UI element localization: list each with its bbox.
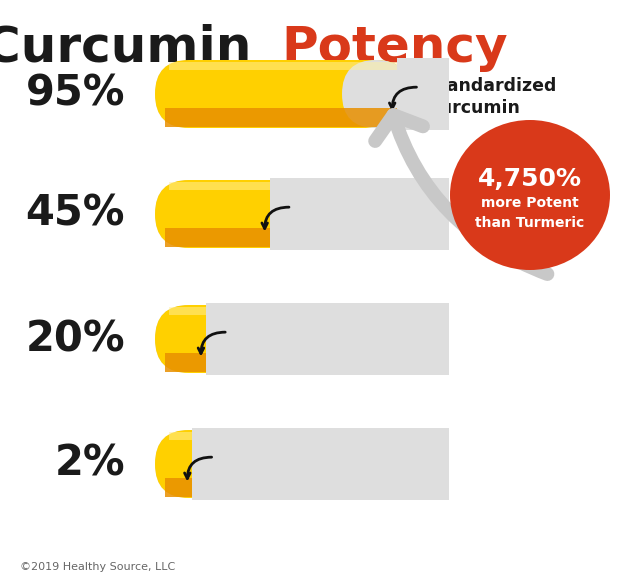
Bar: [168, 182, 269, 190]
Text: Curcumin: Curcumin: [300, 219, 392, 237]
Text: 4,750%: 4,750%: [478, 167, 582, 191]
Text: 45%: 45%: [26, 193, 125, 235]
Bar: [168, 62, 397, 70]
Bar: [165, 478, 193, 497]
Bar: [269, 178, 449, 250]
Text: Standardized: Standardized: [236, 322, 366, 340]
Bar: [397, 58, 449, 130]
FancyBboxPatch shape: [342, 60, 410, 128]
Text: more Potent
than Turmeric: more Potent than Turmeric: [476, 196, 584, 230]
Text: Curcumin: Curcumin: [236, 344, 329, 362]
Ellipse shape: [450, 120, 610, 270]
Text: Curcumin: Curcumin: [0, 24, 269, 72]
Text: 20%: 20%: [26, 318, 125, 360]
FancyArrowPatch shape: [375, 115, 547, 274]
Text: Standardized: Standardized: [300, 197, 430, 215]
Text: Curcumin: Curcumin: [428, 99, 520, 117]
Text: 2%: 2%: [54, 443, 125, 485]
FancyBboxPatch shape: [155, 180, 410, 248]
FancyBboxPatch shape: [155, 180, 410, 248]
FancyBboxPatch shape: [342, 430, 410, 498]
Bar: [193, 428, 449, 500]
Text: Potency: Potency: [282, 24, 508, 72]
Bar: [168, 432, 193, 440]
Text: Standardized: Standardized: [428, 77, 557, 95]
Text: ©2019 Healthy Source, LLC: ©2019 Healthy Source, LLC: [20, 562, 175, 572]
Text: 95%: 95%: [26, 73, 125, 115]
FancyBboxPatch shape: [155, 305, 410, 373]
Bar: [168, 307, 206, 315]
FancyBboxPatch shape: [155, 430, 410, 498]
FancyBboxPatch shape: [155, 60, 410, 128]
Bar: [165, 353, 206, 372]
Bar: [165, 228, 269, 247]
Text: Turmeric Extract: Turmeric Extract: [223, 455, 385, 473]
FancyBboxPatch shape: [155, 430, 410, 498]
Bar: [165, 108, 397, 127]
FancyBboxPatch shape: [155, 60, 410, 128]
FancyBboxPatch shape: [342, 305, 410, 373]
FancyBboxPatch shape: [155, 305, 410, 373]
FancyBboxPatch shape: [342, 180, 410, 248]
Bar: [206, 303, 449, 375]
